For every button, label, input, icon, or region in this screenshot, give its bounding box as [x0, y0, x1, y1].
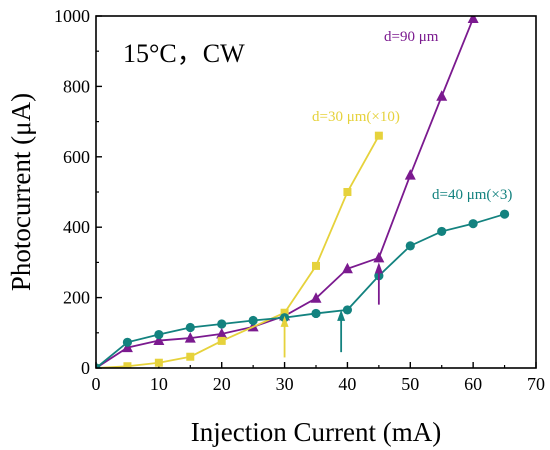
y-tick-label: 1000	[54, 6, 90, 26]
y-tick-label: 200	[63, 288, 90, 308]
series-layer	[96, 16, 510, 368]
y-axis-title: Photocurrent (μA)	[6, 93, 36, 291]
data-point-triangle	[310, 292, 322, 303]
threshold-arrow	[374, 262, 383, 305]
series-square	[96, 131, 383, 368]
y-tick-label: 0	[81, 358, 90, 378]
data-point-circle	[499, 209, 510, 219]
series-circle	[96, 209, 510, 368]
series-labels: d=90 μm d=30 μm(×10) d=40 μm(×3)	[312, 29, 512, 203]
data-point-square	[154, 358, 163, 367]
data-point-circle	[185, 322, 195, 333]
x-tick-label: 0	[92, 374, 101, 394]
x-tick-label: 20	[213, 374, 231, 394]
data-point-square	[123, 362, 132, 368]
data-point-circle	[217, 319, 227, 329]
data-point-circle	[437, 226, 447, 237]
data-point-square	[343, 188, 352, 196]
data-point-square	[312, 261, 320, 270]
x-axis-title: Injection Current (mA)	[191, 417, 441, 447]
arrow-layer	[280, 262, 383, 358]
data-point-circle	[311, 308, 321, 319]
data-point-triangle	[216, 327, 228, 339]
data-point-triangle	[436, 90, 448, 101]
data-point-circle	[122, 337, 133, 347]
data-point-square	[186, 352, 195, 361]
data-point-square	[280, 308, 289, 317]
data-point-triangle	[467, 16, 479, 23]
data-point-circle	[154, 329, 164, 340]
data-point-circle	[468, 219, 478, 229]
threshold-arrow	[337, 309, 346, 353]
x-tick-label: 70	[527, 374, 545, 394]
y-tick-label: 400	[63, 217, 90, 237]
x-tick-label: 10	[150, 374, 168, 394]
threshold-arrow	[280, 315, 289, 358]
x-tick-label: 60	[464, 374, 482, 394]
data-point-circle	[96, 363, 101, 368]
data-point-circle	[405, 241, 415, 251]
data-point-triangle	[404, 169, 416, 180]
series-label: d=30 μm(×10)	[312, 109, 400, 125]
data-point-triangle	[373, 251, 385, 263]
y-tick-label: 600	[63, 147, 90, 167]
data-point-square	[217, 336, 226, 345]
data-point-triangle	[341, 262, 353, 274]
series-label: d=40 μm(×3)	[432, 187, 512, 203]
x-tick-label: 50	[401, 374, 419, 394]
data-point-circle	[342, 305, 353, 315]
plot-frame	[95, 15, 537, 369]
condition-annotation: 15°C，CW	[123, 39, 245, 68]
data-point-triangle	[153, 334, 165, 346]
data-point-circle	[248, 315, 258, 326]
data-point-square	[374, 131, 383, 140]
y-tick-label: 800	[63, 76, 90, 96]
axis-ticks: 0 10 20 30 40 50 60 70 0 200 400 600 800 1000	[54, 6, 545, 394]
data-point-triangle	[184, 332, 196, 343]
x-tick-label: 30	[276, 374, 294, 394]
series-label: d=90 μm	[384, 29, 439, 45]
series-line	[96, 213, 505, 368]
x-tick-label: 40	[338, 374, 356, 394]
series-line	[96, 135, 380, 368]
